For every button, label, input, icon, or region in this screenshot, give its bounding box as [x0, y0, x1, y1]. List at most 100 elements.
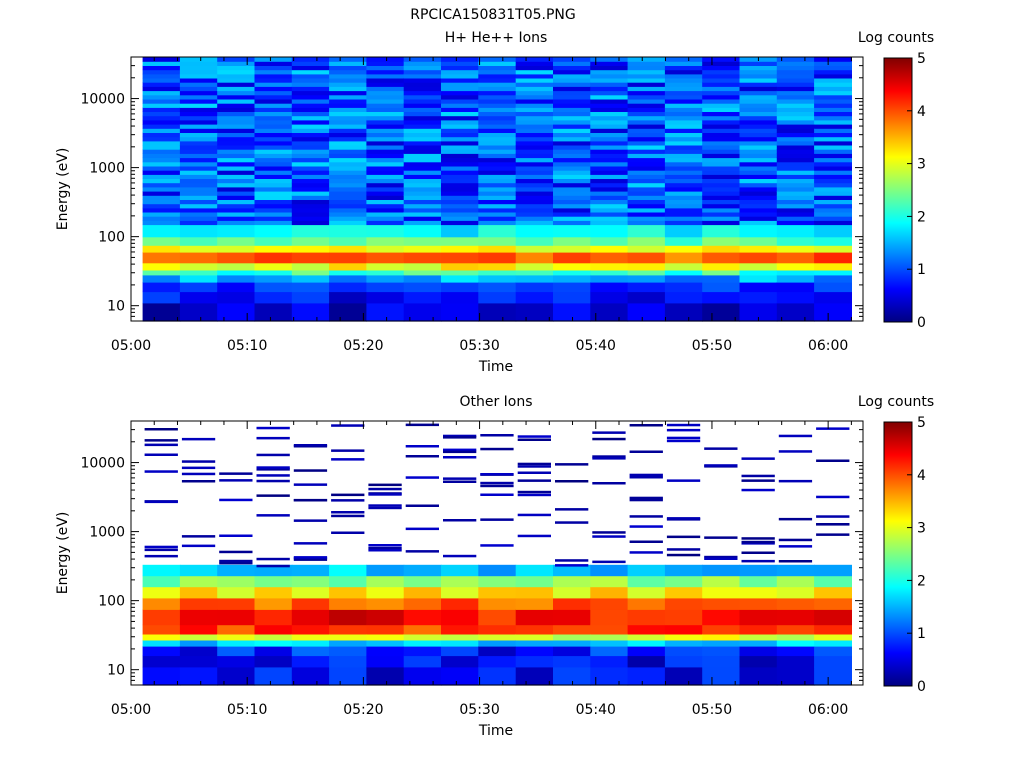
heatmap-cell: [627, 186, 666, 192]
heatmap-cell: [515, 220, 554, 226]
heatmap-cell: [144, 453, 178, 456]
heatmap-cell: [478, 61, 517, 66]
heatmap-cell: [517, 479, 551, 482]
heatmap-cell: [590, 245, 629, 253]
heatmap-cell: [254, 262, 293, 271]
heatmap-cell: [254, 86, 293, 92]
heatmap-cell: [478, 236, 517, 246]
heatmap-cell: [254, 216, 293, 221]
heatmap-cell: [142, 124, 181, 129]
heatmap-cell: [776, 302, 815, 322]
heatmap-cell: [590, 119, 629, 125]
heatmap-cell: [702, 57, 741, 62]
heatmap-cell: [553, 291, 591, 304]
heatmap-cell: [329, 186, 367, 192]
heatmap-cell: [515, 77, 554, 83]
heatmap-cell: [553, 639, 591, 647]
heatmap-cell: [254, 646, 293, 657]
heatmap-cell: [629, 450, 663, 453]
heatmap-cell: [179, 90, 218, 96]
heatmap-cell: [739, 575, 778, 588]
heatmap-cell: [443, 434, 477, 438]
heatmap-cell: [590, 207, 629, 213]
heatmap-cell: [291, 633, 330, 641]
heatmap-cell: [664, 140, 703, 146]
heatmap-cell: [814, 149, 852, 154]
heatmap-cell: [366, 178, 405, 184]
heatmap-cell: [739, 115, 778, 121]
heatmap-cell: [664, 61, 703, 66]
heatmap-cell: [441, 103, 479, 108]
heatmap-cell: [553, 107, 591, 112]
heatmap-cell: [254, 94, 293, 100]
heatmap-cell: [553, 124, 591, 129]
heatmap-cell: [366, 153, 405, 159]
heatmap-cell: [142, 211, 181, 217]
heatmap-cell: [142, 586, 181, 599]
heatmap-cell: [776, 203, 815, 209]
heatmap-cell: [366, 132, 405, 138]
colorbar: 0 1 2 3 4 5: [883, 415, 926, 695]
heatmap-cell: [590, 252, 629, 264]
heatmap-cell: [179, 291, 218, 304]
heatmap-cell: [217, 220, 256, 226]
heatmap-cell: [739, 69, 778, 75]
heatmap-cell: [590, 191, 629, 196]
heatmap-cell: [478, 220, 517, 226]
heatmap-cell: [664, 149, 703, 154]
heatmap-cell: [179, 199, 218, 205]
heatmap-cell: [142, 245, 181, 253]
x-tick-label: 05:50: [692, 702, 732, 718]
heatmap-cell: [664, 144, 703, 150]
heatmap-cell: [814, 633, 852, 641]
heatmap-cell: [142, 165, 181, 171]
heatmap-cell: [441, 144, 479, 150]
heatmap-cell: [403, 575, 442, 588]
heatmap-cell: [217, 282, 256, 293]
heatmap-cell: [627, 564, 666, 577]
heatmap-cell: [776, 586, 815, 599]
heatmap-cell: [142, 186, 181, 192]
heatmap-cell: [627, 216, 666, 221]
heatmap-cell: [478, 86, 517, 92]
heatmap-cell: [329, 282, 367, 293]
heatmap-cell: [254, 69, 293, 75]
plot-frame: [130, 56, 864, 322]
heatmap-cell: [368, 506, 402, 510]
heatmap-cell: [814, 207, 852, 213]
panel-title: H+ He++ Ions: [445, 30, 548, 46]
heatmap-cell: [217, 107, 256, 112]
heatmap-cell: [329, 207, 367, 213]
heatmap-cell: [702, 149, 741, 154]
heatmap-cell: [366, 195, 405, 200]
heatmap-cell: [664, 302, 703, 322]
heatmap-cell: [515, 646, 554, 657]
heatmap-cell: [590, 140, 629, 146]
heatmap-cell: [515, 165, 554, 171]
heatmap-cell: [142, 262, 181, 271]
heatmap-cell: [741, 479, 775, 482]
heatmap-cell: [629, 515, 663, 518]
x-axis-ticks: 05:00 05:10 05:20 05:30 05:40 05:50 06:00: [111, 421, 852, 718]
heatmap-cell: [776, 639, 815, 647]
heatmap-cell: [739, 564, 778, 577]
heatmap-cell: [441, 633, 479, 641]
heatmap-cell: [515, 262, 554, 271]
heatmap-cell: [776, 575, 815, 588]
heatmap-cell: [329, 82, 367, 87]
heatmap-cell: [256, 557, 290, 561]
heatmap-cell: [217, 94, 256, 100]
heatmap-cell: [814, 178, 852, 184]
heatmap-cell: [366, 564, 405, 577]
heatmap-cell: [142, 195, 181, 200]
heatmap-cell: [515, 136, 554, 142]
heatmap-cell: [515, 216, 554, 221]
heatmap-cell: [441, 191, 479, 196]
heatmap-cell: [291, 57, 330, 62]
heatmap-cell: [664, 282, 703, 293]
heatmap-cell: [179, 153, 218, 159]
heatmap-cell: [366, 149, 405, 154]
heatmap-cell: [627, 195, 666, 200]
heatmap-cell: [739, 178, 778, 184]
heatmap-cell: [478, 94, 517, 100]
